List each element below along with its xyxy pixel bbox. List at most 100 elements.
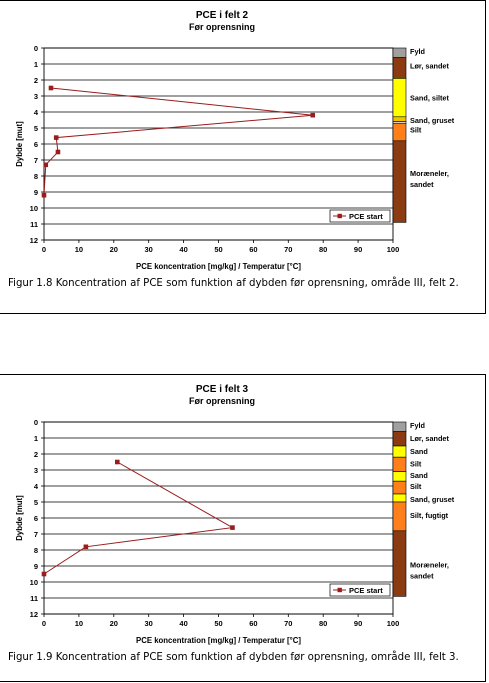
legend-box <box>329 209 391 223</box>
y-tick-label: 10 <box>30 578 38 587</box>
x-tick-label: 20 <box>110 619 118 628</box>
soil-layer <box>392 493 407 503</box>
legend-marker <box>337 213 342 219</box>
soil-layer <box>392 431 407 447</box>
soil-layer <box>392 140 407 223</box>
chart-title: PCE i felt 2 <box>196 10 249 21</box>
x-tick-label: 60 <box>249 619 257 628</box>
soil-label: Moræneler, <box>410 560 449 569</box>
series-line <box>43 87 313 196</box>
soil-label: Fyld <box>410 421 425 430</box>
soil-label: Sand, siltet <box>410 94 449 103</box>
y-tick-label: 0 <box>34 44 38 53</box>
soil-label: Silt <box>410 460 422 469</box>
soil-label: Sand <box>410 447 428 456</box>
y-tick-label: 10 <box>30 204 38 213</box>
soil-layer <box>392 47 407 58</box>
figure-caption: Figur 1.8 Koncentration af PCE som funkt… <box>8 278 459 289</box>
y-tick-label: 4 <box>34 108 39 117</box>
y-tick-label: 9 <box>34 562 38 571</box>
y-tick-label: 12 <box>30 610 38 619</box>
soil-layer <box>392 456 407 472</box>
figure-caption: Figur 1.9 Koncentration af PCE som funkt… <box>8 652 459 663</box>
x-axis-label: PCE koncentration [mg/kg] / Temperatur [… <box>136 636 301 645</box>
x-tick-label: 80 <box>319 245 327 254</box>
legend-marker <box>337 587 342 593</box>
soil-label: sandet <box>410 180 434 189</box>
y-axis-label: Dybde [mut] <box>15 121 24 167</box>
series-line <box>43 461 235 575</box>
x-tick-label: 70 <box>284 245 292 254</box>
x-tick-label: 0 <box>42 245 46 254</box>
x-tick-label: 100 <box>387 245 400 254</box>
y-tick-label: 5 <box>34 124 38 133</box>
y-tick-label: 1 <box>34 434 38 443</box>
y-tick-label: 2 <box>34 450 38 459</box>
soil-label: Fyld <box>410 47 425 56</box>
soil-label: Silt, fugtigt <box>410 511 449 520</box>
data-point <box>55 149 61 155</box>
y-tick-label: 5 <box>34 498 38 507</box>
x-tick-label: 100 <box>387 619 400 628</box>
soil-layer <box>392 116 407 122</box>
y-tick-label: 7 <box>34 530 38 539</box>
x-tick-label: 80 <box>319 619 327 628</box>
soil-label: Moræneler, <box>410 169 449 178</box>
chart-title: PCE i felt 3 <box>196 384 249 395</box>
soil-label: Lør, sandet <box>410 434 449 443</box>
y-tick-label: 1 <box>34 60 38 69</box>
x-tick-label: 0 <box>42 619 46 628</box>
soil-layer <box>392 445 407 458</box>
soil-layer <box>392 122 407 142</box>
soil-label: Sand, gruset <box>410 495 455 504</box>
legend-label: PCE start <box>349 212 383 221</box>
data-point <box>83 544 89 550</box>
data-point <box>48 85 54 91</box>
y-tick-label: 11 <box>30 594 38 603</box>
x-tick-label: 60 <box>249 245 257 254</box>
soil-layer <box>392 78 407 118</box>
figure-panel-felt-2: PCE i felt 2 Før oprensning 0 1 2 3 4 5 6 7 8 9 10 11… <box>0 0 486 314</box>
y-tick-label: 3 <box>34 92 38 101</box>
soil-label: Sand <box>410 471 428 480</box>
y-tick-label: 0 <box>34 418 38 427</box>
y-tick-label: 12 <box>30 236 38 245</box>
soil-layer <box>392 471 407 482</box>
x-tick-label: 70 <box>284 619 292 628</box>
data-point <box>310 112 316 118</box>
y-tick-label: 11 <box>30 220 38 229</box>
chart-subtitle: Før oprensning <box>189 22 255 32</box>
y-tick-label: 6 <box>34 140 38 149</box>
x-tick-label: 20 <box>110 245 118 254</box>
soil-layer <box>392 530 407 597</box>
x-tick-label: 90 <box>354 619 362 628</box>
data-point <box>43 162 49 168</box>
y-tick-label: 9 <box>34 188 38 197</box>
x-tick-label: 50 <box>214 619 222 628</box>
x-tick-label: 30 <box>145 619 153 628</box>
y-tick-label: 8 <box>34 546 38 555</box>
y-tick-label: 3 <box>34 466 38 475</box>
soil-label: sandet <box>410 572 434 581</box>
soil-layer <box>392 480 407 495</box>
data-point <box>41 571 47 577</box>
soil-label: Lør, sandet <box>410 62 449 71</box>
soil-layer <box>392 57 407 79</box>
data-point <box>41 192 47 198</box>
x-tick-label: 90 <box>354 245 362 254</box>
x-tick-label: 10 <box>75 245 83 254</box>
y-tick-label: 6 <box>34 514 38 523</box>
legend-label: PCE start <box>349 586 383 595</box>
chart-subtitle: Før oprensning <box>189 396 255 406</box>
x-tick-label: 40 <box>179 245 187 254</box>
x-tick-label: 40 <box>179 619 187 628</box>
soil-label: Sand, gruset <box>410 116 455 125</box>
x-tick-label: 10 <box>75 619 83 628</box>
legend-box <box>329 583 391 597</box>
x-tick-label: 30 <box>145 245 153 254</box>
soil-layer <box>392 421 407 432</box>
data-point <box>53 135 59 140</box>
soil-layer <box>392 501 407 532</box>
